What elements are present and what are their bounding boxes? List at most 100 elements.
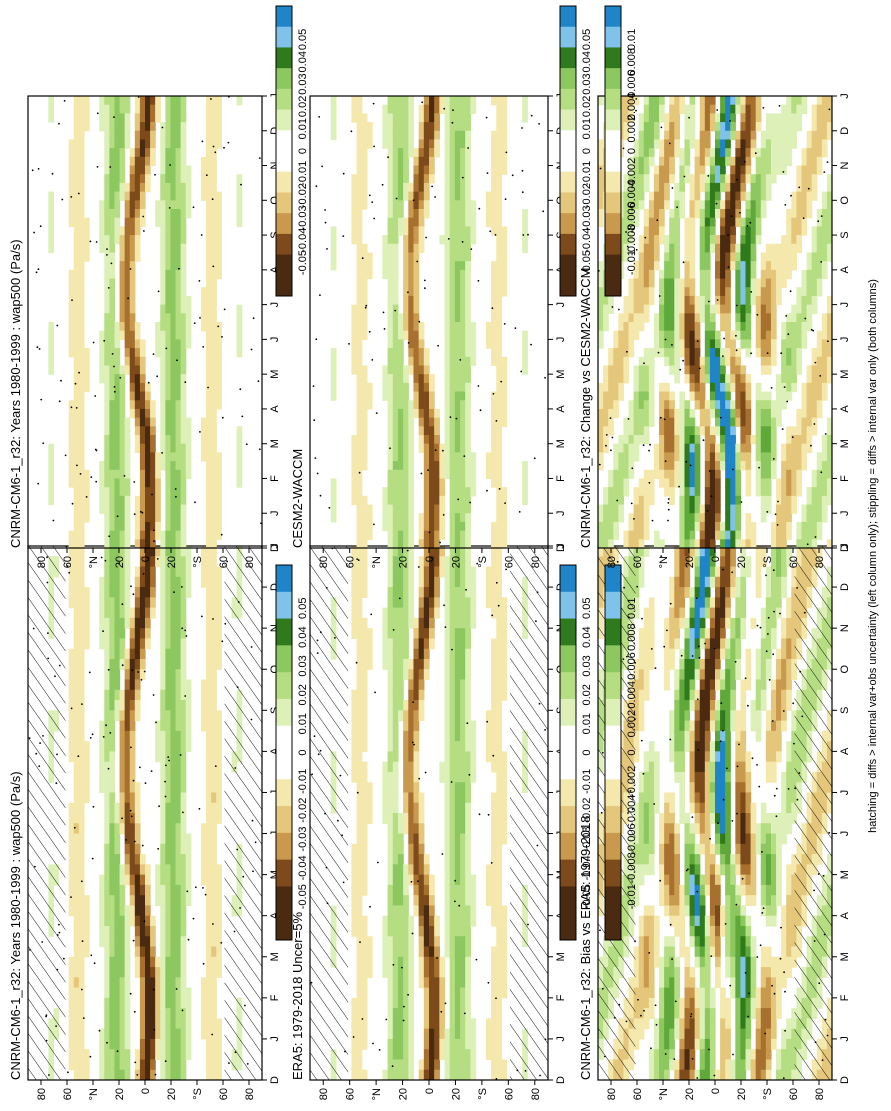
- heat-cell: [170, 864, 177, 876]
- heat-cell: [496, 905, 503, 917]
- heat-cell: [449, 587, 456, 598]
- heat-cell: [206, 864, 212, 876]
- heat-cell: [109, 304, 116, 314]
- heat-cell: [485, 741, 492, 752]
- heat-cell: [78, 895, 85, 907]
- colorbar-tick-label: -0.02: [297, 798, 309, 823]
- heat-cell: [418, 1059, 425, 1071]
- heat-cell: [78, 313, 85, 323]
- heat-cell: [403, 874, 409, 886]
- heat-cell: [216, 782, 222, 794]
- heat-cell: [679, 1008, 686, 1019]
- heat-cell: [633, 689, 640, 701]
- heat-cell: [73, 843, 80, 855]
- heat-cell: [781, 546, 787, 557]
- heat-cell: [83, 96, 90, 106]
- heat-cell: [770, 700, 777, 711]
- heat-cell: [689, 689, 696, 701]
- heat-cell: [465, 576, 471, 588]
- heat-cell: [460, 823, 466, 835]
- heat-cell: [709, 895, 716, 907]
- heat-cell: [460, 638, 466, 650]
- heat-cell: [48, 217, 55, 227]
- heat-cell: [434, 1028, 440, 1040]
- heat-cell: [48, 243, 55, 254]
- stipple-dot: [164, 780, 167, 783]
- heat-cell: [786, 884, 792, 896]
- stipple-dot: [764, 1032, 767, 1035]
- heat-cell: [791, 607, 797, 619]
- colorbar-swatch: [276, 913, 292, 941]
- heat-cell: [73, 235, 80, 245]
- heat-cell: [78, 148, 85, 158]
- heat-cell: [648, 802, 655, 814]
- heat-cell: [73, 546, 80, 557]
- heat-cell: [104, 139, 110, 149]
- heat-cell: [745, 936, 752, 948]
- heat-cell: [175, 977, 182, 989]
- heat-cell: [449, 658, 456, 670]
- stipple-dot: [784, 1029, 786, 1032]
- heat-cell: [429, 905, 435, 917]
- heat-cell: [73, 648, 80, 660]
- heat-cell: [776, 895, 782, 907]
- stipple-dot: [418, 777, 421, 780]
- heat-cell: [170, 720, 177, 732]
- heat-cell: [709, 874, 716, 886]
- heat-cell: [653, 936, 660, 948]
- heat-cell: [735, 977, 742, 989]
- heat-cell: [770, 1018, 777, 1030]
- heat-cell: [648, 936, 655, 948]
- stipple-dot: [798, 772, 801, 774]
- heat-cell: [114, 417, 121, 427]
- heat-cell: [704, 658, 711, 670]
- heat-cell: [104, 1008, 110, 1019]
- heat-cell: [104, 1028, 110, 1040]
- heat-cell: [730, 956, 736, 968]
- heat-cell: [145, 597, 151, 609]
- heat-cell: [160, 946, 166, 958]
- heat-cell: [206, 782, 212, 794]
- heat-cell: [643, 771, 650, 783]
- heat-cell: [160, 956, 166, 968]
- heat-cell: [361, 628, 368, 640]
- heat-cell: [730, 700, 736, 711]
- heat-cell: [679, 771, 686, 783]
- heat-cell: [170, 658, 177, 670]
- heat-cell: [735, 1018, 742, 1030]
- heat-cell: [175, 566, 182, 578]
- heat-cell: [638, 638, 645, 650]
- heat-cell: [418, 669, 425, 681]
- heat-cell: [124, 556, 131, 568]
- heat-cell: [704, 679, 711, 691]
- heat-cell: [418, 936, 425, 948]
- heat-cell: [78, 478, 85, 488]
- heat-cell: [408, 607, 415, 619]
- heat-cell: [99, 504, 105, 514]
- heat-cell: [465, 689, 471, 701]
- heat-cell: [175, 874, 182, 886]
- heat-cell: [496, 771, 503, 783]
- heat-cell: [165, 782, 172, 794]
- heat-cell: [674, 956, 680, 968]
- heat-cell: [119, 946, 126, 958]
- heat-cell: [465, 587, 471, 598]
- heat-cell: [134, 956, 141, 968]
- heat-cell: [356, 977, 363, 989]
- heat-cell: [114, 1018, 121, 1030]
- heat-cell: [684, 1018, 691, 1030]
- stipple-dot: [623, 586, 625, 589]
- heat-cell: [674, 638, 680, 650]
- heat-cell: [139, 556, 146, 568]
- heat-cell: [155, 1028, 161, 1040]
- stipple-dot: [342, 881, 345, 884]
- heat-cell: [699, 792, 706, 804]
- heat-cell: [185, 556, 192, 568]
- heat-cell: [704, 751, 711, 763]
- stipple-dot: [634, 718, 636, 721]
- heat-cell: [465, 977, 471, 989]
- heat-cell: [99, 607, 105, 619]
- heat-cell: [669, 833, 675, 845]
- heat-cell: [351, 607, 358, 619]
